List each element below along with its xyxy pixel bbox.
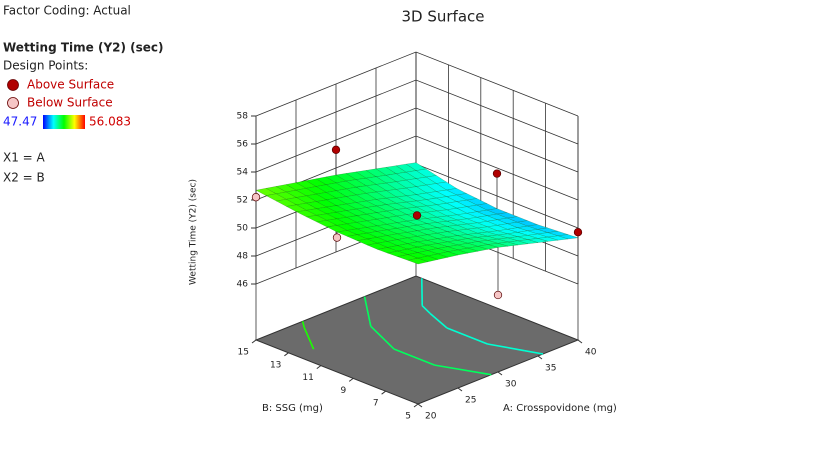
y-tick-label: 9 <box>340 386 346 396</box>
chart-title: 3D Surface <box>401 8 484 26</box>
grid-line <box>256 80 578 144</box>
legend-marker <box>8 98 19 109</box>
tick-mark <box>382 391 386 394</box>
contour-line <box>370 321 371 326</box>
z-tick-label: 54 <box>237 168 249 178</box>
response-name: Wetting Time (Y2) (sec) <box>3 41 164 55</box>
tick-mark <box>317 366 321 369</box>
z-tick-label: 48 <box>237 252 249 262</box>
colorbar-max: 56.083 <box>89 115 131 129</box>
tick-mark <box>349 378 353 381</box>
tick-mark <box>414 404 418 407</box>
tick-mark <box>418 404 422 407</box>
tick-mark <box>284 353 288 356</box>
x-axis-label: A: Crosspovidone (mg) <box>503 403 617 414</box>
tick-mark <box>578 340 582 343</box>
design-point <box>413 212 421 220</box>
x-tick-label: 20 <box>425 412 437 422</box>
grid-line <box>256 108 578 172</box>
x-tick-label: 40 <box>585 348 597 358</box>
factor-coding: Factor Coding: Actual <box>3 4 131 18</box>
tick-mark <box>458 388 462 391</box>
y-tick-label: 7 <box>373 399 379 409</box>
z-tick-label: 46 <box>237 280 249 290</box>
x-tick-label: 35 <box>545 364 556 374</box>
z-tick-label: 50 <box>237 224 249 234</box>
legend-label: Below Surface <box>27 96 113 110</box>
floor <box>256 276 578 404</box>
x-tick-label: 30 <box>505 380 517 390</box>
design-point <box>333 234 341 242</box>
design-points-label: Design Points: <box>3 59 88 73</box>
y-tick-label: 13 <box>270 360 281 370</box>
colorbar <box>43 115 85 129</box>
z-axis-label: Wetting Time (Y2) (sec) <box>189 179 199 285</box>
z-tick-label: 56 <box>237 140 249 150</box>
y-tick-label: 5 <box>405 412 411 422</box>
y-axis-label: B: SSG (mg) <box>262 403 323 414</box>
design-point <box>252 193 260 201</box>
colorbar-min: 47.47 <box>3 115 37 129</box>
z-tick-label: 58 <box>237 112 249 122</box>
tick-mark <box>498 372 502 375</box>
legend-label: Above Surface <box>27 78 114 92</box>
tick-mark <box>252 340 256 343</box>
tick-mark <box>538 356 542 359</box>
grid-line <box>256 52 578 116</box>
design-point <box>493 170 501 178</box>
design-point <box>574 228 582 236</box>
x-tick-label: 25 <box>465 396 476 406</box>
z-tick-label: 52 <box>237 196 248 206</box>
design-point <box>494 291 502 299</box>
factor-b: X2 = B <box>3 171 45 185</box>
factor-a: X1 = A <box>3 151 46 165</box>
design-point <box>332 146 340 154</box>
y-tick-label: 15 <box>238 348 249 358</box>
legend-marker <box>8 80 19 91</box>
y-tick-label: 11 <box>302 373 313 383</box>
